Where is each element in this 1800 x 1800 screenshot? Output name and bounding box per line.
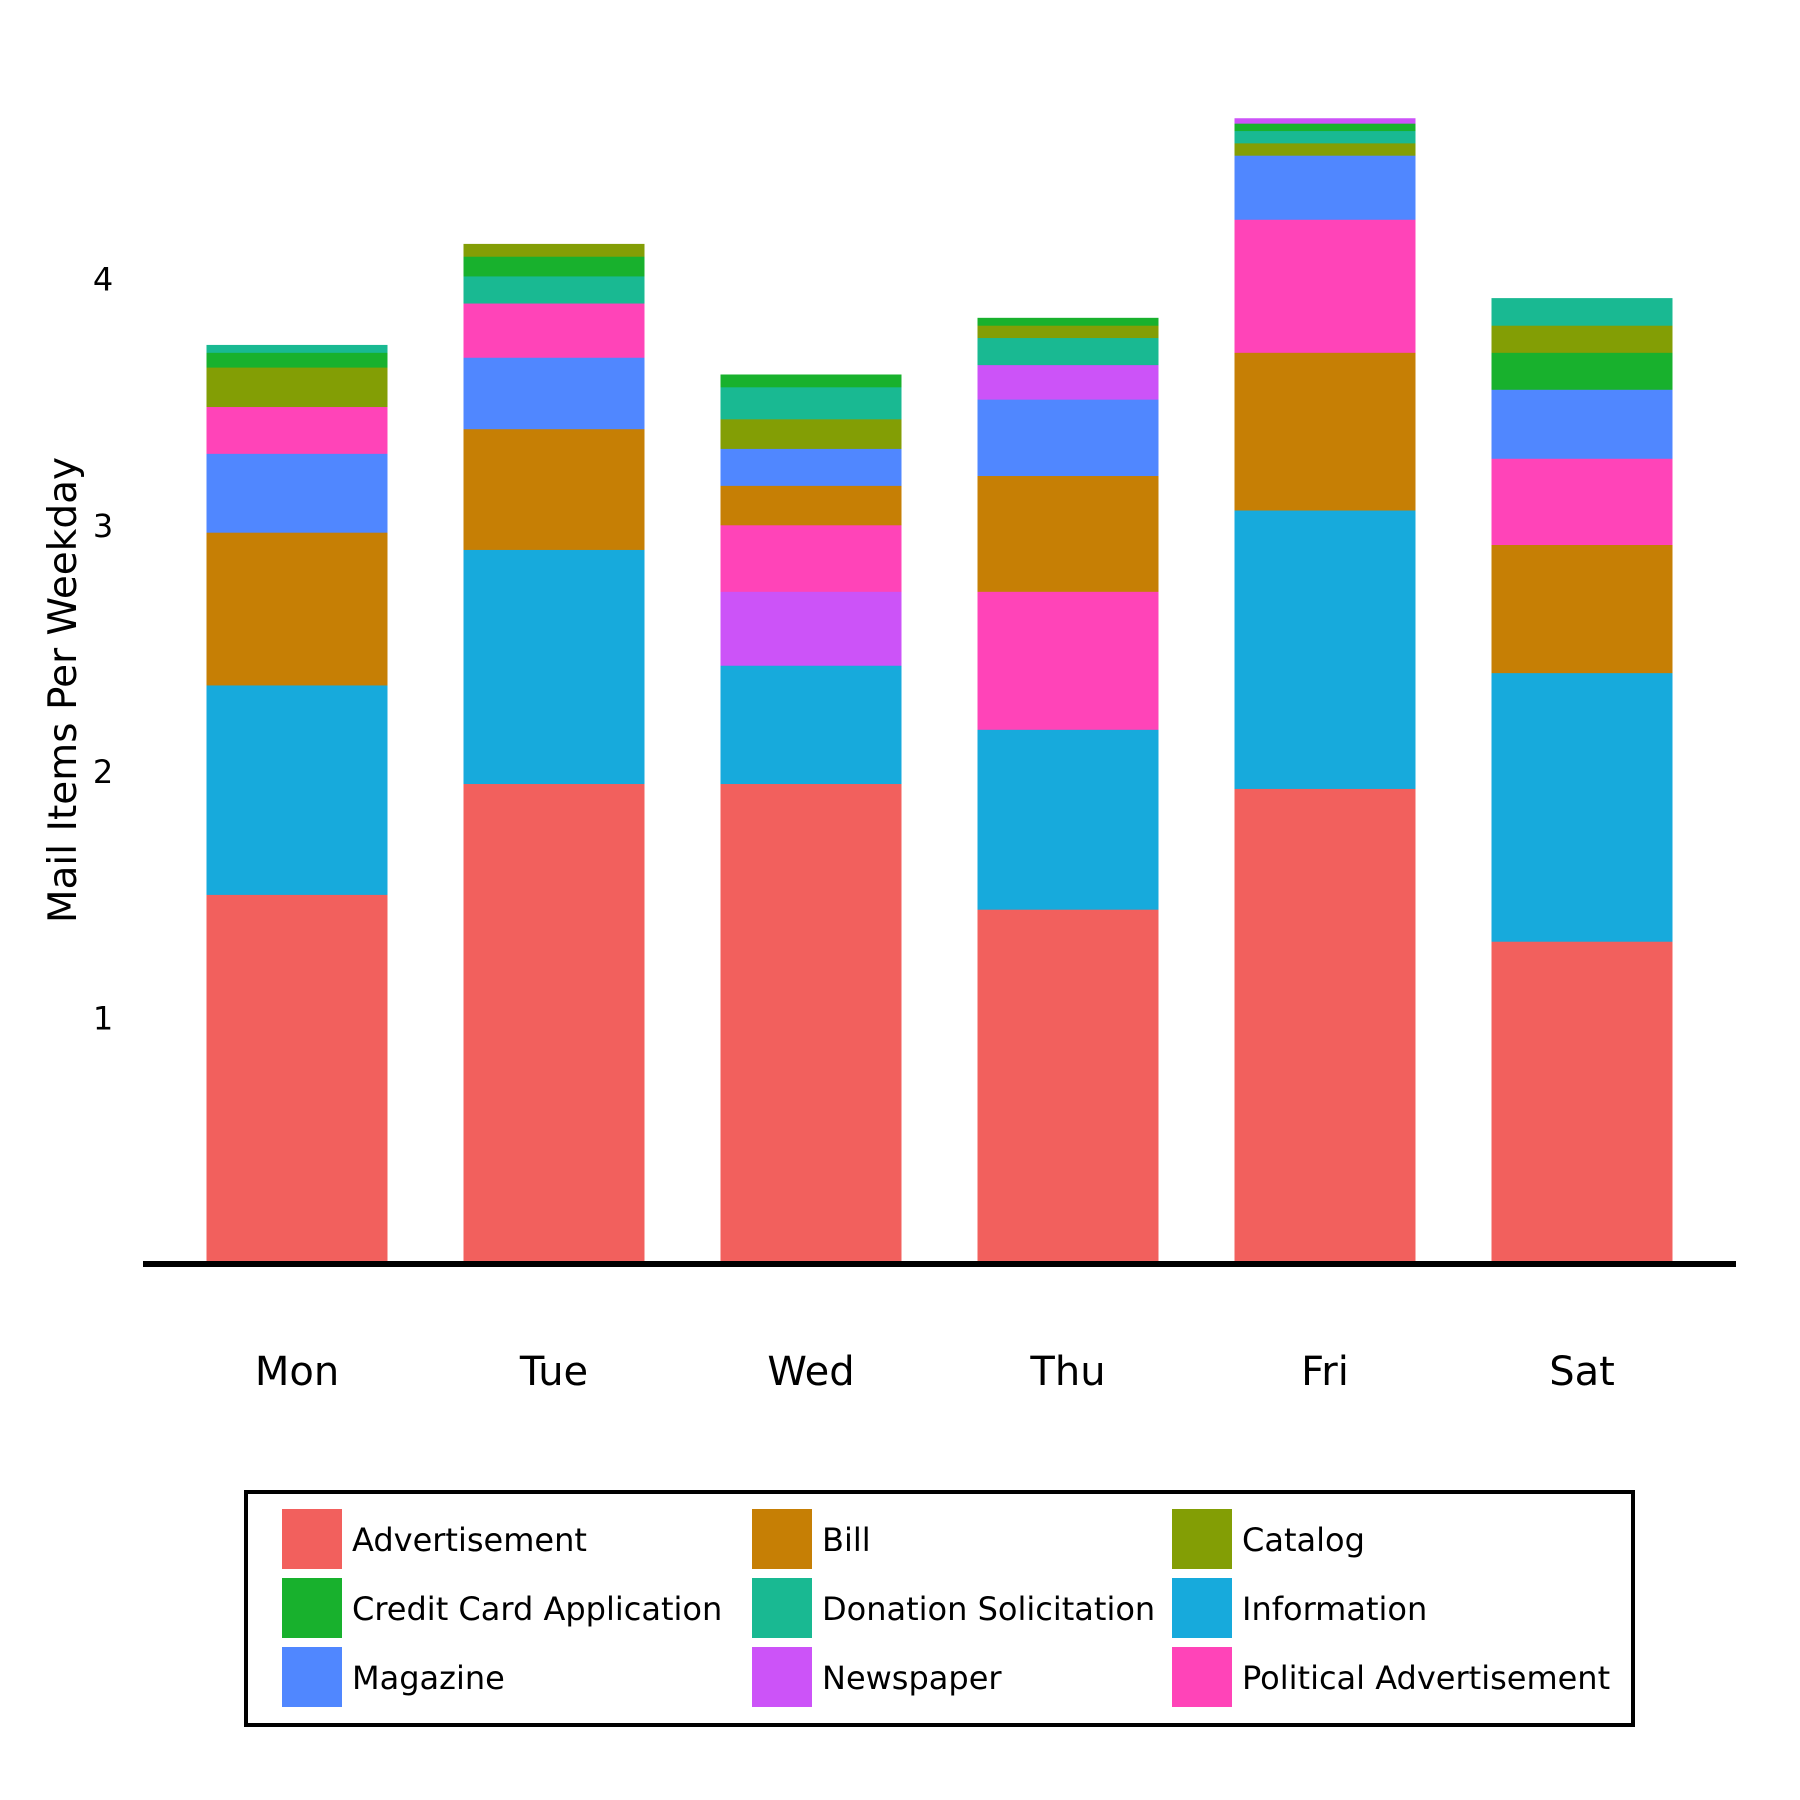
bar-segment-thu-magazine <box>977 399 1159 477</box>
bar-segment-fri-credit-card-application <box>1234 123 1416 132</box>
bar-segment-tue-credit-card-application <box>463 256 645 277</box>
bar-segment-tue-magazine <box>463 357 645 430</box>
bar-segment-fri-donation-solicitation <box>1234 130 1416 144</box>
bar-segment-sat-advertisement <box>1491 941 1673 1265</box>
bar-segment-thu-information <box>977 729 1159 910</box>
bar-segment-mon-political-advertisement <box>206 406 388 454</box>
bar-segment-fri-information <box>1234 510 1416 789</box>
bar-segment-mon-bill <box>206 532 388 686</box>
x-tick-label: Sat <box>1549 1349 1615 1395</box>
bar-segment-wed-credit-card-application <box>720 374 902 388</box>
y-axis-title: Mail Items Per Weekday <box>41 457 86 923</box>
bar-segment-thu-bill <box>977 475 1159 592</box>
bar-segment-tue-donation-solicitation <box>463 275 645 304</box>
bar-segment-tue-catalog <box>463 243 645 257</box>
legend-swatch <box>1172 1509 1232 1569</box>
bar-segment-mon-magazine <box>206 453 388 533</box>
bar-segment-wed-newspaper <box>720 591 902 666</box>
bar-segment-thu-advertisement <box>977 909 1159 1265</box>
x-tick-label: Wed <box>767 1349 854 1395</box>
x-tick-label: Tue <box>519 1349 588 1395</box>
bar-segment-tue-information <box>463 549 645 785</box>
legend-swatch <box>752 1647 812 1707</box>
bar-segment-thu-credit-card-application <box>977 317 1159 326</box>
legend-box <box>244 1490 1635 1727</box>
legend-swatch <box>282 1647 342 1707</box>
x-tick-label: Thu <box>1029 1349 1105 1395</box>
bar-segment-wed-advertisement <box>720 783 902 1265</box>
bar-segment-tue-bill <box>463 428 645 550</box>
bar-segment-sat-political-advertisement <box>1491 458 1673 546</box>
legend-swatch <box>1172 1578 1232 1638</box>
legend-label: Political Advertisement <box>1242 1659 1610 1697</box>
legend-swatch <box>752 1509 812 1569</box>
bar-segment-wed-donation-solicitation <box>720 386 902 420</box>
bar-segment-sat-bill <box>1491 544 1673 674</box>
x-tick-labels: Mon Tue Wed Thu Fri Sat <box>255 1349 1615 1395</box>
bar-segment-thu-newspaper <box>977 364 1159 400</box>
bar-segment-sat-catalog <box>1491 325 1673 353</box>
legend-label: Credit Card Application <box>352 1590 722 1628</box>
x-tick-label: Mon <box>255 1349 339 1395</box>
bar-segment-sat-information <box>1491 672 1673 942</box>
bar-segment-mon-donation-solicitation <box>206 344 388 353</box>
bar-segment-fri-catalog <box>1234 142 1416 156</box>
bar-segment-wed-magazine <box>720 448 902 486</box>
bar-segment-mon-catalog <box>206 367 388 408</box>
bar-segment-fri-newspaper <box>1234 118 1416 124</box>
bar-segment-fri-magazine <box>1234 155 1416 220</box>
legend-swatch <box>1172 1647 1232 1707</box>
y-tick-labels: 1 2 3 4 <box>93 260 113 1037</box>
legend-swatch <box>752 1578 812 1638</box>
y-tick-label: 4 <box>93 260 113 298</box>
y-tick-label: 1 <box>93 1000 113 1038</box>
bar-segment-thu-donation-solicitation <box>977 337 1159 366</box>
bars-group <box>206 118 1673 1265</box>
bar-segment-sat-donation-solicitation <box>1491 298 1673 326</box>
bar-segment-tue-advertisement <box>463 783 645 1265</box>
bar-segment-mon-advertisement <box>206 894 388 1265</box>
bar-segment-fri-political-advertisement <box>1234 219 1416 353</box>
bar-segment-tue-political-advertisement <box>463 303 645 358</box>
bar-segment-sat-magazine <box>1491 389 1673 459</box>
legend-label: Newspaper <box>822 1659 1002 1697</box>
y-tick-label: 2 <box>93 753 113 791</box>
legend-label: Bill <box>822 1521 871 1559</box>
legend-label: Information <box>1242 1590 1427 1628</box>
bar-segment-wed-bill <box>720 485 902 526</box>
bar-segment-fri-bill <box>1234 352 1416 511</box>
bar-segment-thu-political-advertisement <box>977 591 1159 730</box>
bar-segment-wed-information <box>720 665 902 785</box>
bar-segment-fri-advertisement <box>1234 788 1416 1265</box>
legend-swatch <box>282 1578 342 1638</box>
bar-segment-mon-information <box>206 684 388 895</box>
legend-label: Donation Solicitation <box>822 1590 1155 1628</box>
bar-segment-mon-credit-card-application <box>206 352 388 368</box>
bar-segment-wed-catalog <box>720 418 902 449</box>
x-tick-label: Fri <box>1301 1349 1349 1395</box>
bar-segment-thu-catalog <box>977 325 1159 339</box>
legend: Advertisement Bill Catalog Credit Card Appl… <box>282 1509 1610 1707</box>
y-tick-label: 3 <box>93 507 113 545</box>
legend-label: Advertisement <box>352 1521 587 1559</box>
legend-label: Catalog <box>1242 1521 1365 1559</box>
legend-label: Magazine <box>352 1659 505 1697</box>
bar-segment-wed-political-advertisement <box>720 524 902 592</box>
legend-swatch <box>282 1509 342 1569</box>
bar-segment-sat-credit-card-application <box>1491 352 1673 390</box>
